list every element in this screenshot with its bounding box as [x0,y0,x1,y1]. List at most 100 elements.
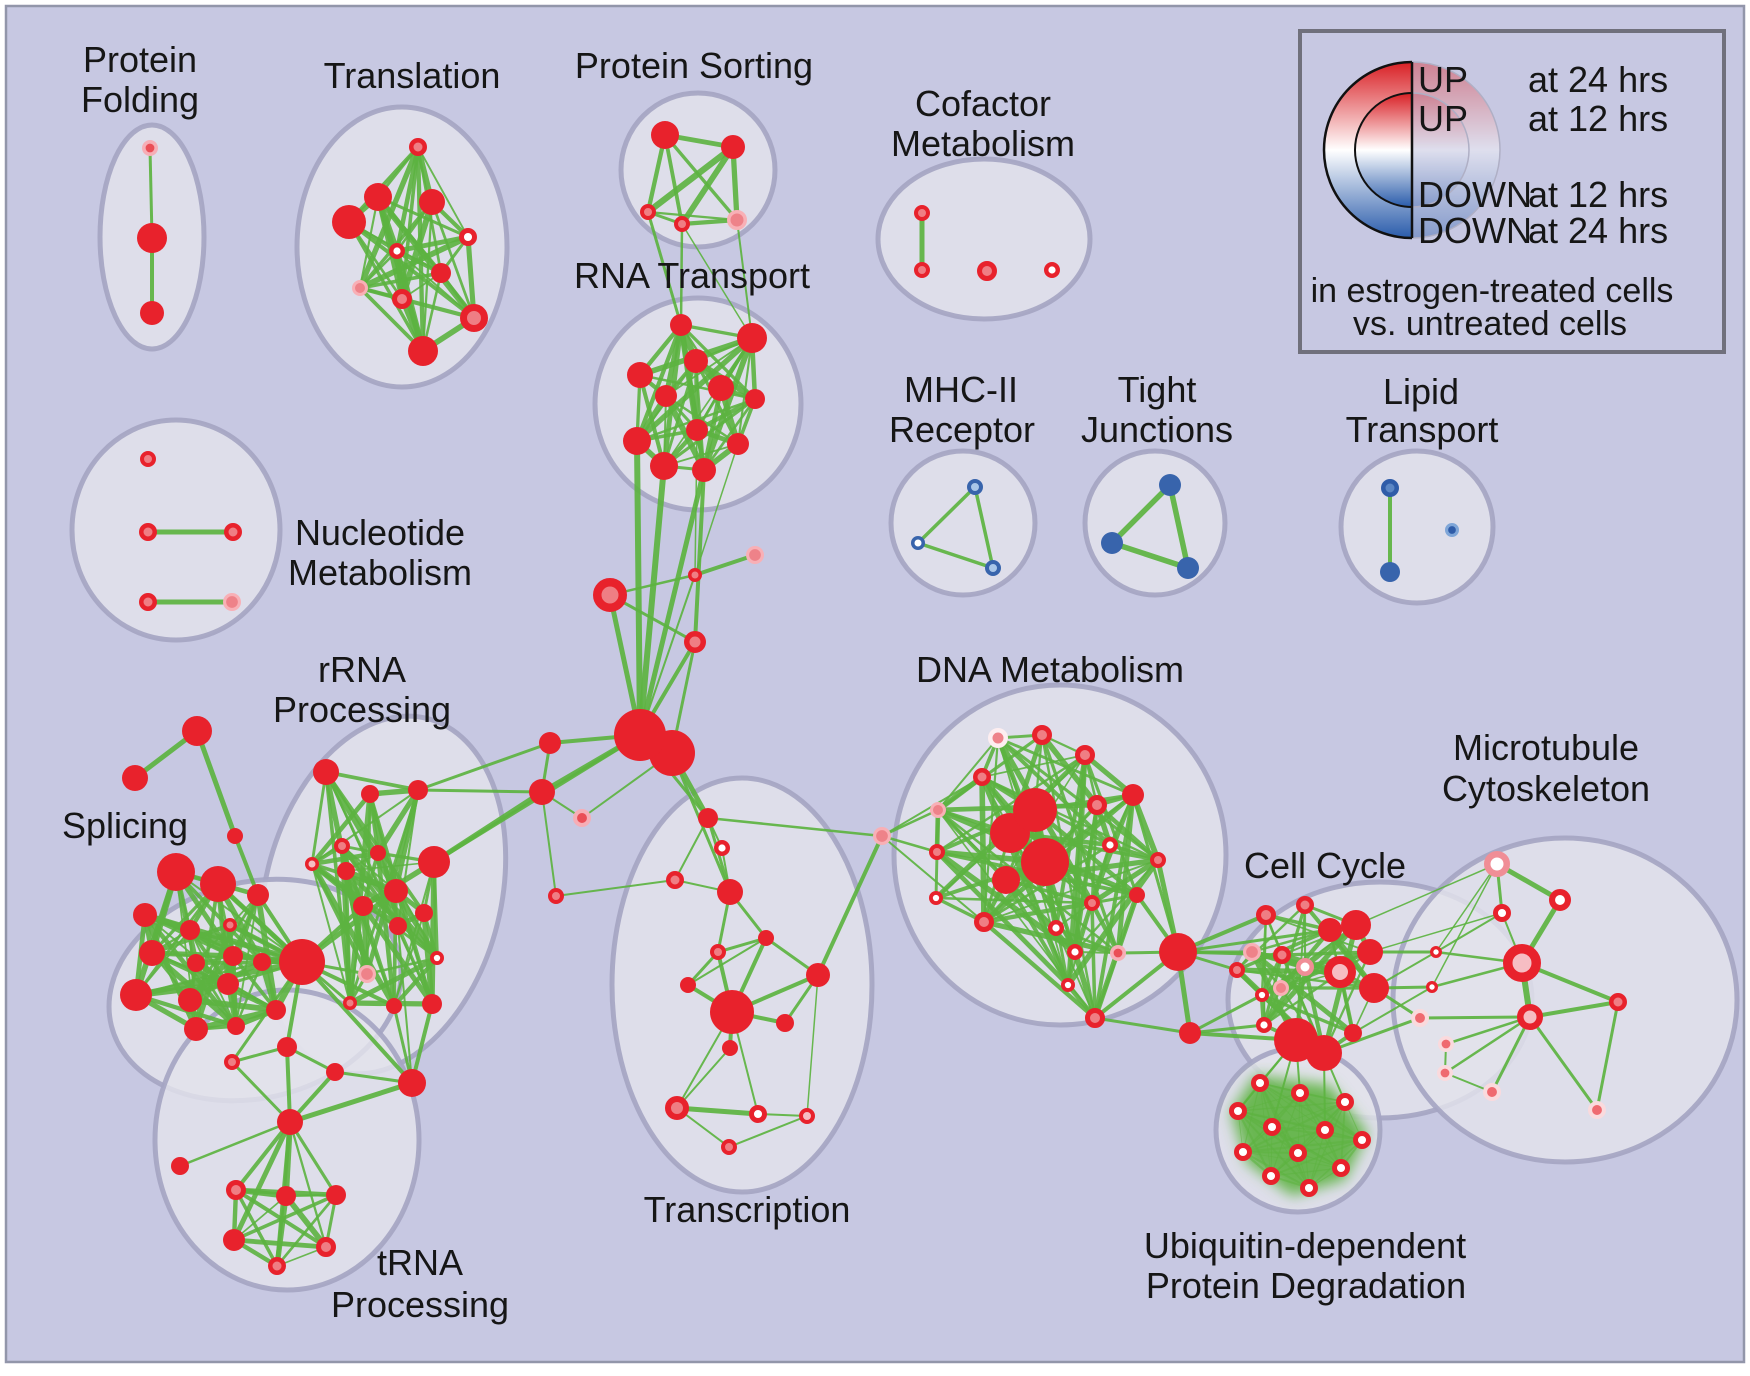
network-node-r10[interactable] [727,433,749,455]
network-node-st2[interactable] [122,765,148,791]
network-node-tc8[interactable] [680,977,696,993]
network-node-u1[interactable] [1250,1073,1269,1092]
network-node-rr3[interactable] [408,780,428,800]
network-node-tc1[interactable] [698,808,718,828]
network-node-t9[interactable] [392,289,412,309]
network-node-d19[interactable] [1129,887,1145,903]
network-node-d1[interactable] [988,728,1008,748]
network-node-d18[interactable] [1084,895,1100,911]
network-node-pf2[interactable] [137,223,167,253]
network-node-trB[interactable] [326,1063,344,1081]
network-node-mt11[interactable] [1483,1083,1502,1102]
network-node-m1[interactable] [967,479,983,495]
network-node-ps2[interactable] [721,135,745,159]
network-node-th3[interactable] [326,1185,346,1205]
network-node-sp9[interactable] [247,884,269,906]
network-node-rr12[interactable] [415,904,433,922]
network-node-tcb[interactable] [721,1139,737,1155]
network-node-b1[interactable] [1159,933,1197,971]
network-node-mt3[interactable] [1492,903,1511,922]
network-node-t2[interactable] [364,183,392,211]
network-node-r2[interactable] [737,323,767,353]
network-node-trH[interactable] [277,1109,303,1135]
network-node-r3[interactable] [684,349,708,373]
network-node-tc4[interactable] [717,879,743,905]
network-node-d16[interactable] [974,912,994,932]
network-node-u5[interactable] [1262,1117,1281,1136]
network-node-pf1[interactable] [142,140,159,157]
network-node-rr11[interactable] [389,917,407,935]
network-node-d6[interactable] [1087,795,1107,815]
network-node-tc6[interactable] [758,930,774,946]
network-node-d23[interactable] [1061,977,1076,992]
network-node-d4[interactable] [973,768,991,786]
network-node-lt1[interactable] [1381,479,1399,497]
network-node-mt2[interactable] [1549,889,1572,912]
network-node-d24[interactable] [1085,1008,1105,1028]
network-node-u10[interactable] [1331,1158,1350,1177]
network-node-c21[interactable] [1438,1036,1455,1053]
network-node-b2[interactable] [1179,1022,1201,1044]
network-node-sp1[interactable] [157,853,195,891]
network-node-mt9[interactable] [1609,993,1627,1011]
network-node-th2[interactable] [276,1186,296,1206]
network-node-rr9[interactable] [384,879,408,903]
network-node-trD[interactable] [171,1157,189,1175]
network-node-r9[interactable] [623,427,651,455]
network-node-mt1[interactable] [1484,851,1510,877]
network-node-r5[interactable] [708,375,734,401]
network-node-mt8[interactable] [1517,1004,1543,1030]
network-node-j2[interactable] [746,546,765,565]
network-node-rr7[interactable] [370,845,386,861]
network-node-sp14[interactable] [266,1000,286,1020]
network-node-i1[interactable] [539,732,561,754]
network-node-c6[interactable] [1273,946,1291,964]
network-node-d10[interactable] [1021,838,1069,886]
network-node-H1[interactable] [614,709,666,761]
network-node-st3[interactable] [227,828,243,844]
network-node-sp15[interactable] [227,1017,245,1035]
network-node-mt6[interactable] [1426,981,1439,994]
network-node-j4[interactable] [684,631,706,653]
network-node-tc13[interactable] [665,1096,689,1120]
network-node-t10[interactable] [460,304,488,332]
network-node-u4[interactable] [1228,1101,1247,1120]
network-node-m3[interactable] [985,560,1001,576]
network-node-tc15[interactable] [799,1108,815,1124]
network-node-tr0[interactable] [224,1054,240,1070]
network-node-mt4[interactable] [1430,946,1443,959]
network-node-d8[interactable] [1013,788,1057,832]
network-node-c11[interactable] [1255,987,1270,1002]
network-node-tc7[interactable] [710,944,726,960]
network-node-d11[interactable] [929,844,945,860]
network-node-c12[interactable] [1273,980,1289,996]
network-node-nm3[interactable] [224,523,242,541]
network-node-d2[interactable] [1032,725,1052,745]
network-node-tc11[interactable] [776,1014,794,1032]
network-node-rr13[interactable] [429,950,444,965]
network-node-c7[interactable] [1296,958,1314,976]
network-node-tc3[interactable] [666,871,684,889]
network-node-tj2[interactable] [1101,532,1123,554]
network-node-nm2[interactable] [139,523,157,541]
network-node-t1[interactable] [409,138,427,156]
network-node-d7[interactable] [1122,784,1144,806]
network-node-sp16[interactable] [184,1017,208,1041]
network-node-c5[interactable] [1242,943,1261,962]
network-node-cm4[interactable] [1043,262,1060,279]
network-node-tc10[interactable] [710,990,754,1034]
network-node-j1[interactable] [688,568,702,582]
network-node-d14[interactable] [1150,852,1166,868]
network-node-d17[interactable] [1047,920,1064,937]
network-node-u3[interactable] [1335,1092,1354,1111]
network-node-ps4[interactable] [674,216,690,232]
network-node-tc5[interactable] [548,888,564,904]
network-node-rr2[interactable] [361,785,379,803]
network-node-ps5[interactable] [727,210,747,230]
network-node-d13[interactable] [992,866,1020,894]
network-node-t6[interactable] [389,242,406,259]
network-node-lt2[interactable] [1444,523,1459,538]
network-node-sp6[interactable] [139,940,165,966]
network-node-rr14[interactable] [358,965,377,984]
network-node-rr15[interactable] [422,994,442,1014]
